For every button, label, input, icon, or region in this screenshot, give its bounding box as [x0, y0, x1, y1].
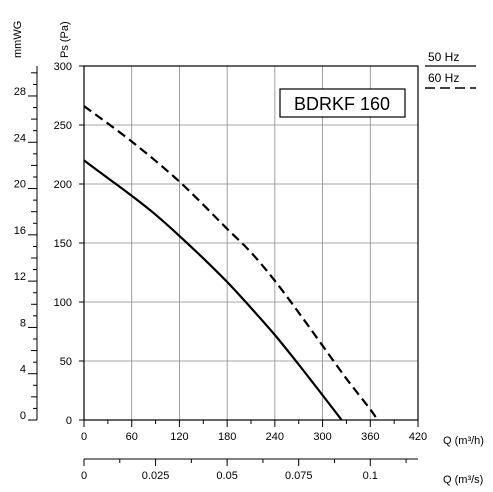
y2-tick-label: 20: [14, 179, 26, 191]
y2-tick-label: 28: [14, 86, 26, 98]
x2-tick-label: 0.025: [142, 470, 170, 482]
x2-tick-label: 0.1: [363, 470, 378, 482]
x-axis-m3h: 0 60 120 180 240 300 360 420: [81, 419, 427, 443]
y2-tick-label: 12: [14, 271, 26, 283]
y-axis-label: Ps (Pa): [59, 21, 71, 58]
x2-axis-label: Q (m³/s): [443, 474, 483, 486]
y-axis-mmwg: 0 4 8 12 16 20 24 28: [14, 66, 38, 422]
y2-tick-label: 8: [20, 317, 26, 329]
y2-axis-label: mmWG: [12, 21, 24, 58]
y2-tick-label: 0: [20, 410, 26, 422]
x2-tick-label: 0.075: [285, 470, 313, 482]
curve-60hz: [83, 105, 379, 421]
x-tick-label: 360: [361, 431, 379, 443]
legend: 50 Hz 60 Hz: [425, 50, 476, 89]
legend-label-50hz: 50 Hz: [428, 50, 459, 64]
y-tick-label: 50: [60, 356, 72, 368]
y-tick-label: 0: [66, 415, 72, 427]
legend-label-60hz: 60 Hz: [428, 71, 459, 85]
x-tick-label: 180: [218, 431, 236, 443]
y-axis-pa: 0 50 100 150 200 250 300: [54, 61, 84, 427]
y-tick-label: 250: [54, 120, 72, 132]
x-tick-label: 60: [126, 431, 138, 443]
y2-tick-label: 4: [20, 364, 26, 376]
x2-tick-label: 0: [81, 470, 87, 482]
x-axis-m3s: 0 0.025 0.05 0.075 0.1: [81, 458, 418, 482]
y-tick-label: 300: [54, 61, 72, 73]
x-tick-label: 420: [409, 431, 427, 443]
grid-lines: [84, 66, 418, 420]
chart-title-box: [279, 88, 406, 118]
x-tick-label: 300: [313, 431, 331, 443]
y2-tick-label: 24: [14, 132, 26, 144]
chart-title: BDRKF 160: [294, 94, 390, 114]
curve-50hz: [83, 159, 343, 421]
x2-tick-label: 0.05: [216, 470, 237, 482]
y2-tick-label: 16: [14, 225, 26, 237]
x-tick-label: 0: [81, 431, 87, 443]
y-tick-label: 100: [54, 297, 72, 309]
x-tick-label: 240: [266, 431, 284, 443]
y-tick-label: 200: [54, 179, 72, 191]
performance-curves: [83, 105, 379, 421]
x-tick-label: 120: [170, 431, 188, 443]
x-axis-label: Q (m³/h): [443, 435, 484, 447]
y-tick-label: 150: [54, 238, 72, 250]
